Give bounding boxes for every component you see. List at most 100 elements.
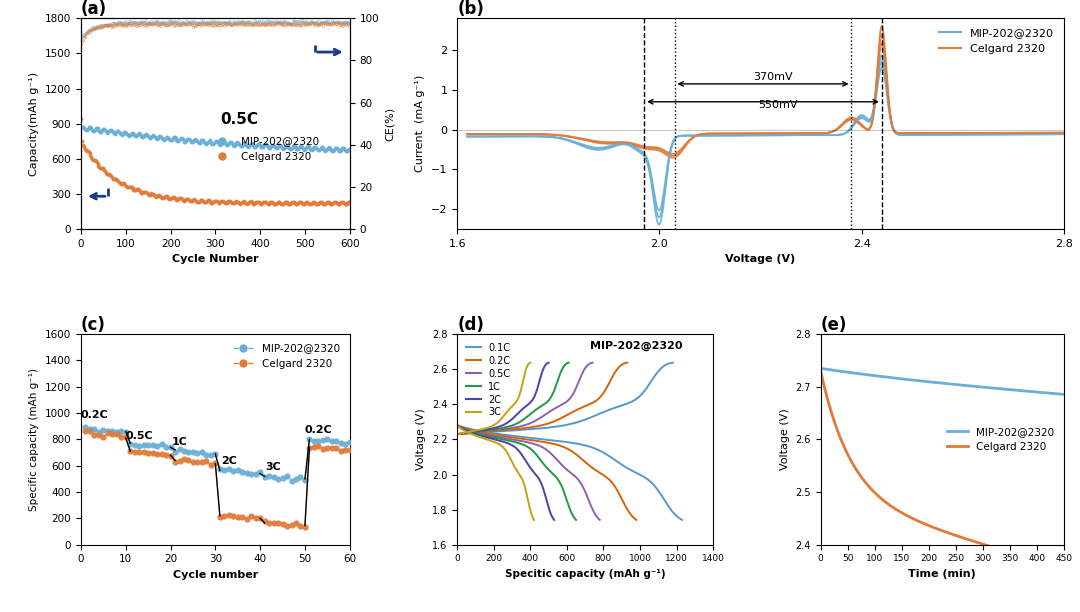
Point bbox=[214, 196, 231, 206]
Point bbox=[135, 441, 152, 450]
Point bbox=[180, 18, 198, 28]
Point bbox=[313, 20, 330, 29]
Point bbox=[219, 140, 237, 150]
Point bbox=[311, 19, 328, 29]
Point bbox=[268, 17, 285, 27]
Text: 550mV: 550mV bbox=[758, 100, 798, 110]
Point bbox=[201, 19, 218, 29]
Point bbox=[243, 138, 260, 148]
Point bbox=[127, 20, 145, 29]
Point bbox=[251, 140, 268, 149]
Point bbox=[293, 21, 310, 31]
Point bbox=[268, 198, 285, 208]
Point bbox=[213, 18, 230, 28]
Point bbox=[125, 17, 143, 27]
Point bbox=[208, 21, 226, 31]
Point bbox=[99, 20, 117, 30]
Point bbox=[260, 20, 278, 29]
Point bbox=[104, 23, 121, 32]
Point bbox=[207, 21, 225, 31]
Point bbox=[193, 195, 211, 205]
Point bbox=[114, 18, 132, 28]
Point bbox=[288, 199, 306, 209]
Point bbox=[272, 141, 289, 151]
Point bbox=[188, 135, 205, 144]
Point bbox=[284, 20, 301, 29]
Point bbox=[104, 18, 121, 28]
Point bbox=[175, 196, 192, 206]
Point bbox=[215, 197, 232, 207]
Point bbox=[198, 450, 215, 460]
Point bbox=[177, 136, 194, 146]
Point bbox=[98, 21, 116, 31]
Point bbox=[111, 18, 129, 28]
Point bbox=[105, 174, 122, 184]
Point bbox=[162, 135, 179, 145]
Point bbox=[179, 20, 197, 29]
Point bbox=[296, 475, 313, 485]
Point bbox=[198, 20, 215, 29]
Point bbox=[205, 21, 222, 31]
Point bbox=[271, 19, 288, 29]
Y-axis label: Current  (mA g⁻¹): Current (mA g⁻¹) bbox=[416, 75, 426, 172]
Point bbox=[288, 18, 306, 28]
Point bbox=[83, 154, 100, 164]
Point bbox=[319, 198, 336, 207]
Point bbox=[218, 140, 235, 150]
Point bbox=[285, 20, 302, 29]
Point bbox=[152, 132, 170, 141]
Point bbox=[249, 18, 267, 28]
Point bbox=[83, 26, 100, 36]
Point bbox=[156, 135, 173, 144]
Point bbox=[230, 18, 247, 28]
Celgard 2320 bbox=[921, 521, 934, 529]
Point bbox=[193, 18, 211, 28]
Point bbox=[113, 20, 131, 29]
Point bbox=[213, 19, 230, 29]
Point bbox=[166, 18, 184, 28]
Point bbox=[238, 19, 255, 29]
Point bbox=[198, 197, 215, 207]
Point bbox=[335, 22, 352, 32]
Point bbox=[114, 18, 132, 28]
Point bbox=[110, 21, 127, 31]
Point bbox=[166, 132, 184, 142]
Point bbox=[221, 20, 239, 29]
Point bbox=[229, 138, 246, 147]
Point bbox=[329, 200, 347, 209]
Point bbox=[279, 18, 296, 28]
Point bbox=[270, 18, 287, 28]
Point bbox=[260, 471, 278, 480]
Point bbox=[340, 20, 357, 29]
Point bbox=[314, 143, 332, 153]
Point bbox=[177, 18, 194, 28]
Point bbox=[151, 18, 168, 28]
Point bbox=[140, 190, 158, 200]
Point bbox=[329, 18, 347, 28]
Point bbox=[180, 20, 198, 29]
Point bbox=[245, 199, 262, 209]
Point bbox=[310, 436, 327, 446]
Point bbox=[297, 17, 314, 27]
Point bbox=[240, 20, 257, 29]
Point bbox=[312, 19, 329, 29]
Point bbox=[280, 20, 297, 29]
Point bbox=[297, 198, 314, 207]
Point bbox=[149, 133, 166, 143]
Point bbox=[307, 142, 324, 152]
Point bbox=[241, 18, 258, 28]
Point bbox=[284, 18, 301, 28]
MIP-202@2320 bbox=[981, 384, 994, 391]
Point bbox=[287, 144, 305, 154]
Point bbox=[216, 512, 233, 521]
Point bbox=[159, 132, 176, 141]
Point bbox=[217, 139, 234, 149]
Point bbox=[100, 20, 118, 30]
Point bbox=[259, 199, 276, 209]
Point bbox=[227, 140, 244, 149]
Point bbox=[278, 141, 295, 151]
Point bbox=[98, 169, 116, 179]
Point bbox=[140, 18, 158, 28]
Point bbox=[215, 18, 232, 28]
Point bbox=[170, 18, 187, 28]
